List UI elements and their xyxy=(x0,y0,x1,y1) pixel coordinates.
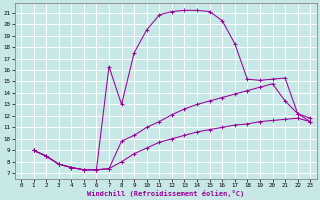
X-axis label: Windchill (Refroidissement éolien,°C): Windchill (Refroidissement éolien,°C) xyxy=(87,190,244,197)
